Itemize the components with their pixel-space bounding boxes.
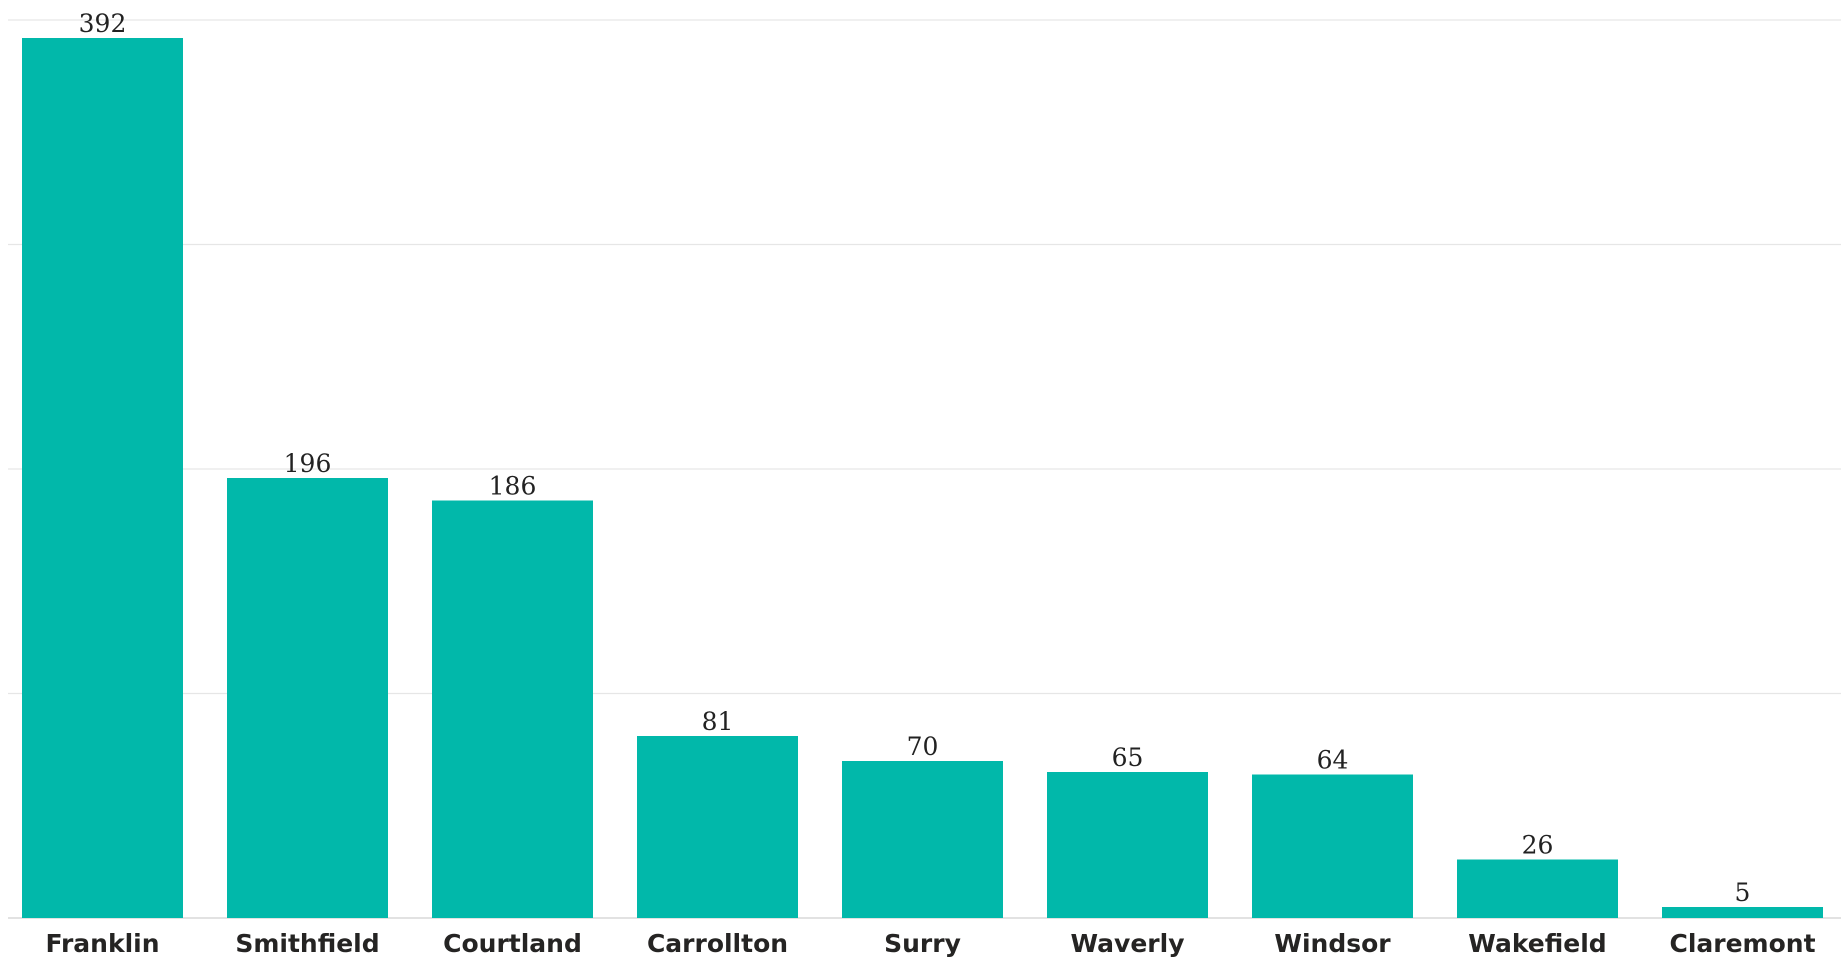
x-tick-label: Claremont: [1669, 929, 1815, 958]
data-label: 196: [284, 449, 332, 478]
x-tick-label: Smithfield: [235, 929, 379, 958]
data-label: 64: [1317, 745, 1349, 774]
data-labels: 392 196 186 81 70 65 64 26 5: [79, 9, 1751, 907]
data-label: 81: [702, 707, 734, 736]
bar: [1662, 906, 1823, 918]
bar: [227, 477, 388, 918]
x-tick-label: Carrollton: [647, 929, 788, 958]
bars: [22, 37, 1823, 918]
data-label: 70: [907, 732, 939, 761]
bar: [1457, 859, 1618, 918]
bar: [637, 736, 798, 918]
data-label: 186: [489, 471, 537, 500]
x-tick-label: Surry: [884, 929, 961, 958]
x-tick-label: Franklin: [45, 929, 159, 958]
bar: [1252, 774, 1413, 918]
x-tick-label: Waverly: [1070, 929, 1184, 958]
bar: [842, 760, 1003, 918]
bar: [1047, 772, 1208, 918]
x-tick-label: Windsor: [1274, 929, 1391, 958]
bar: [22, 37, 183, 918]
data-label: 392: [79, 9, 127, 38]
x-tick-label: Courtland: [443, 929, 582, 958]
data-label: 26: [1522, 831, 1554, 860]
bar: [432, 500, 593, 918]
category-axis-labels: Franklin Smithfield Courtland Carrollton Sur…: [45, 929, 1815, 958]
data-label: 5: [1735, 878, 1751, 907]
data-label: 65: [1112, 743, 1144, 772]
x-tick-label: Wakefield: [1468, 929, 1606, 958]
